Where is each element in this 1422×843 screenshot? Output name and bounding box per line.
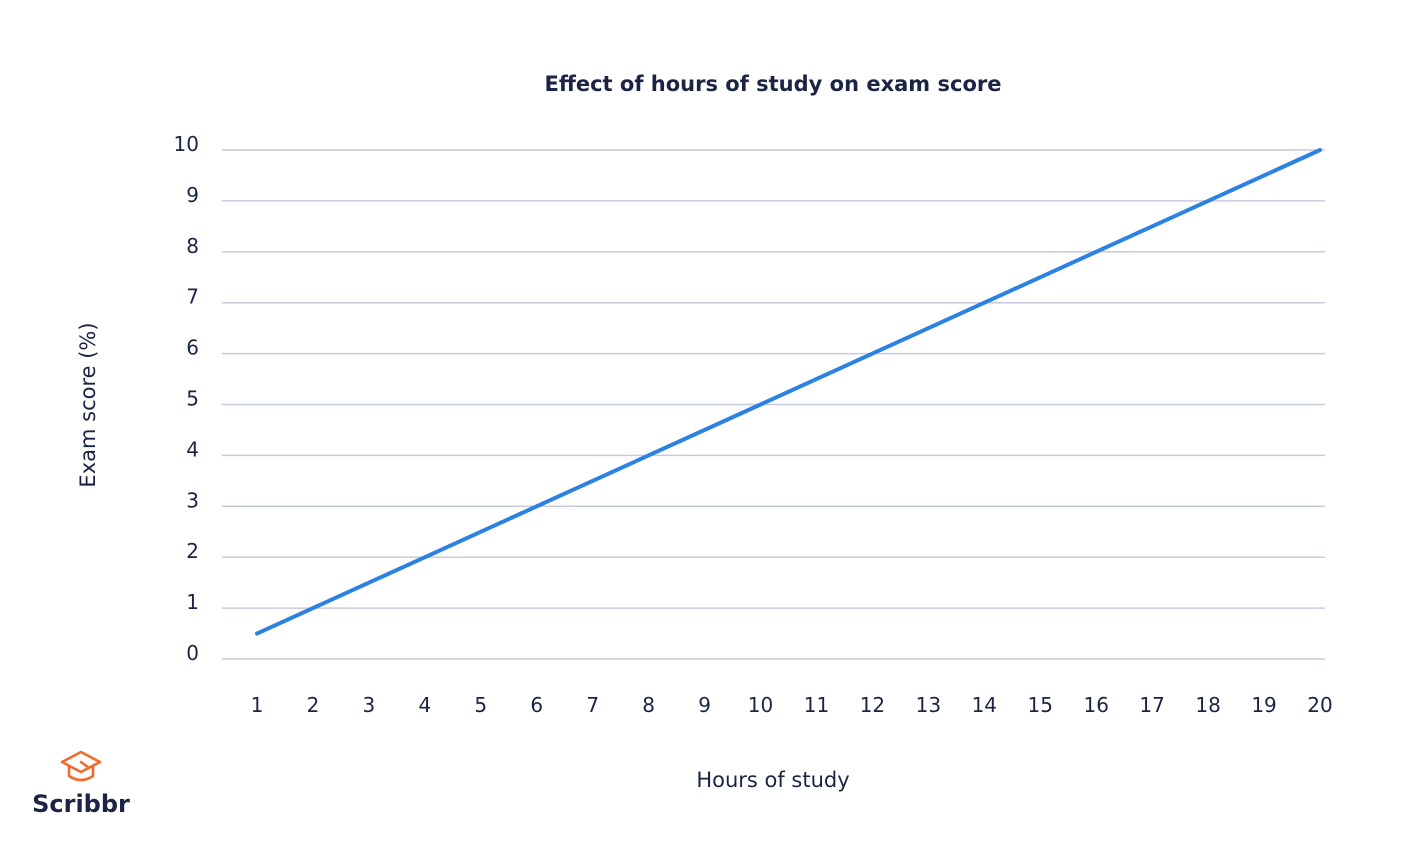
x-tick-label: 11 (804, 693, 829, 717)
y-tick-label: 1 (186, 590, 199, 614)
x-tick-label: 3 (363, 693, 376, 717)
x-tick-label: 13 (916, 693, 941, 717)
chart-title: Effect of hours of study on exam score (545, 72, 1002, 96)
x-tick-label: 7 (586, 693, 599, 717)
x-tick-label: 15 (1028, 693, 1053, 717)
y-tick-label: 0 (186, 641, 199, 665)
x-axis-ticks: 1 2 3 4 5 6 7 8 9 10 11 12 13 14 15 16 17 18 19 20 (251, 693, 1333, 717)
x-tick-label: 2 (307, 693, 320, 717)
graduation-cap-icon (60, 750, 102, 782)
series-layer (255, 148, 1322, 636)
x-tick-label: 19 (1251, 693, 1276, 717)
y-tick-label: 7 (186, 285, 199, 309)
y-tick-label: 10 (174, 132, 199, 156)
x-tick-label: 1 (251, 693, 264, 717)
x-tick-label: 10 (748, 693, 773, 717)
y-tick-label: 8 (186, 234, 199, 258)
x-tick-label: 6 (530, 693, 543, 717)
x-tick-label: 12 (860, 693, 885, 717)
x-tick-label: 17 (1139, 693, 1164, 717)
x-tick-label: 4 (418, 693, 431, 717)
y-tick-label: 5 (186, 387, 199, 411)
x-tick-label: 5 (474, 693, 487, 717)
grid-lines (222, 149, 1325, 660)
brand-name: Scribbr (32, 790, 130, 818)
x-tick-label: 16 (1083, 693, 1108, 717)
x-tick-label: 8 (642, 693, 655, 717)
x-tick-label: 9 (698, 693, 711, 717)
x-tick-label: 14 (972, 693, 997, 717)
y-tick-label: 9 (186, 183, 199, 207)
y-tick-label: 2 (186, 539, 199, 563)
x-tick-label: 20 (1307, 693, 1332, 717)
x-axis-label: Hours of study (696, 768, 849, 792)
y-tick-label: 4 (186, 437, 199, 461)
scribbr-logo: Scribbr (32, 750, 130, 818)
y-axis-ticks: 0 1 2 3 4 5 6 7 8 9 10 (174, 132, 199, 665)
y-axis-label: Exam score (%) (76, 322, 100, 487)
y-tick-label: 6 (186, 336, 199, 360)
series-line-0 (255, 148, 1322, 636)
y-tick-label: 3 (186, 488, 199, 512)
x-tick-label: 18 (1195, 693, 1220, 717)
